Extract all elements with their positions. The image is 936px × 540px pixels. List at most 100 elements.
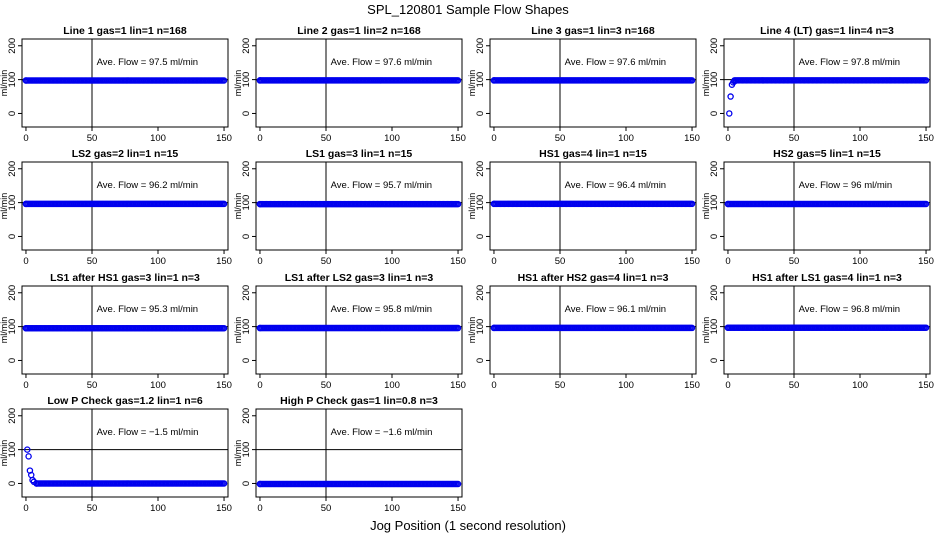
y-tick-label: 100 bbox=[241, 319, 252, 335]
x-tick-label: 150 bbox=[216, 133, 232, 144]
y-axis-label: ml/min bbox=[233, 70, 243, 97]
panel-12: HS1 after LS1 gas=4 lin=1 n=3 0 50 100 150 0 1… bbox=[701, 272, 934, 391]
figure-title: SPL_120801 Sample Flow Shapes bbox=[367, 2, 569, 17]
x-tick-label: 50 bbox=[789, 133, 800, 144]
x-tick-label: 50 bbox=[555, 380, 566, 391]
data-point bbox=[454, 324, 462, 332]
y-tick-label: 200 bbox=[7, 285, 18, 301]
panel-8: HS2 gas=5 lin=1 n=15 0 50 100 150 0 100 200 ml/m… bbox=[701, 148, 934, 267]
y-tick-label: 0 bbox=[241, 481, 252, 486]
panel-4: Line 4 (LT) gas=1 lin=4 n=3 0 50 100 150 0 100… bbox=[701, 25, 934, 144]
panel-11: HS1 after HS2 gas=4 lin=1 n=3 0 50 100 150 0 1… bbox=[467, 272, 700, 391]
x-tick-label: 150 bbox=[918, 133, 934, 144]
ave-flow-annotation: Ave. Flow = 97.8 ml/min bbox=[799, 57, 900, 68]
y-tick-label: 0 bbox=[7, 111, 18, 116]
data-point bbox=[922, 324, 930, 331]
y-tick-label: 100 bbox=[475, 72, 486, 88]
data-point bbox=[220, 324, 228, 332]
x-tick-label: 50 bbox=[321, 503, 332, 514]
ave-flow-annotation: Ave. Flow = 95.7 ml/min bbox=[331, 180, 432, 191]
y-tick-label: 0 bbox=[7, 234, 18, 239]
x-tick-label: 100 bbox=[150, 133, 166, 144]
y-axis-label: ml/min bbox=[233, 440, 243, 467]
x-tick-label: 0 bbox=[257, 133, 262, 144]
x-tick-label: 50 bbox=[87, 503, 98, 514]
y-tick-label: 200 bbox=[475, 161, 486, 177]
y-tick-label: 100 bbox=[7, 442, 18, 458]
plot-frame bbox=[255, 38, 463, 128]
x-tick-label: 150 bbox=[216, 256, 232, 267]
y-tick-label: 100 bbox=[7, 319, 18, 335]
plot-frame bbox=[723, 161, 931, 251]
x-tick-label: 100 bbox=[852, 256, 868, 267]
y-tick-label: 200 bbox=[475, 285, 486, 301]
x-tick-label: 0 bbox=[725, 133, 730, 144]
y-tick-label: 200 bbox=[709, 161, 720, 177]
plot-frame bbox=[255, 285, 463, 375]
x-tick-label: 100 bbox=[384, 380, 400, 391]
plot-frame bbox=[21, 285, 229, 375]
ave-flow-annotation: Ave. Flow = 95.8 ml/min bbox=[331, 304, 432, 315]
y-tick-label: 200 bbox=[241, 161, 252, 177]
x-tick-label: 0 bbox=[491, 133, 496, 144]
y-axis-label: ml/min bbox=[233, 317, 243, 344]
panel-5: LS2 gas=2 lin=1 n=15 0 50 100 150 0 100 200 ml/m… bbox=[0, 148, 232, 267]
x-tick-label: 50 bbox=[321, 256, 332, 267]
ave-flow-annotation: Ave. Flow = 97.5 ml/min bbox=[97, 57, 198, 68]
x-tick-label: 150 bbox=[450, 503, 466, 514]
ave-flow-annotation: Ave. Flow = −1.5 ml/min bbox=[97, 427, 199, 438]
y-tick-label: 0 bbox=[475, 358, 486, 363]
y-tick-label: 200 bbox=[7, 38, 18, 54]
data-point bbox=[727, 93, 734, 100]
y-axis-label: ml/min bbox=[0, 317, 9, 344]
y-tick-label: 200 bbox=[7, 161, 18, 177]
y-tick-label: 0 bbox=[241, 358, 252, 363]
plot-frame bbox=[21, 161, 229, 251]
y-tick-label: 100 bbox=[241, 72, 252, 88]
ave-flow-annotation: Ave. Flow = 97.6 ml/min bbox=[331, 57, 432, 68]
x-tick-label: 100 bbox=[384, 256, 400, 267]
panel-title: Low P Check gas=1.2 lin=1 n=6 bbox=[47, 395, 202, 407]
data-point bbox=[454, 77, 462, 84]
x-tick-label: 150 bbox=[684, 133, 700, 144]
x-tick-label: 0 bbox=[23, 380, 28, 391]
data-point bbox=[688, 77, 696, 84]
data-point bbox=[688, 324, 696, 332]
data-point bbox=[220, 200, 228, 208]
y-tick-label: 0 bbox=[241, 234, 252, 239]
data-point bbox=[726, 110, 733, 117]
panel-1: Line 1 gas=1 lin=1 n=168 0 50 100 150 0 100 200… bbox=[0, 25, 232, 144]
x-tick-label: 0 bbox=[491, 256, 496, 267]
y-tick-label: 0 bbox=[709, 234, 720, 239]
panel-title: LS1 after LS2 gas=3 lin=1 n=3 bbox=[285, 272, 434, 284]
data-point bbox=[220, 480, 228, 487]
data-point bbox=[922, 77, 930, 84]
y-tick-label: 100 bbox=[475, 195, 486, 211]
y-tick-label: 100 bbox=[475, 319, 486, 335]
ave-flow-annotation: Ave. Flow = 96.8 ml/min bbox=[799, 304, 900, 315]
y-tick-label: 100 bbox=[7, 72, 18, 88]
panel-13: Low P Check gas=1.2 lin=1 n=6 0 50 100 150 0 1… bbox=[0, 395, 232, 514]
panel-title: Line 4 (LT) gas=1 lin=4 n=3 bbox=[760, 25, 894, 37]
x-tick-label: 0 bbox=[23, 256, 28, 267]
x-tick-label: 150 bbox=[918, 256, 934, 267]
data-point bbox=[454, 480, 462, 488]
panel-title: LS1 after HS1 gas=3 lin=1 n=3 bbox=[50, 272, 200, 284]
data-point bbox=[922, 200, 930, 208]
y-tick-label: 0 bbox=[475, 111, 486, 116]
x-tick-label: 50 bbox=[555, 256, 566, 267]
x-tick-label: 150 bbox=[216, 503, 232, 514]
y-tick-label: 200 bbox=[709, 285, 720, 301]
y-axis-label: ml/min bbox=[467, 70, 477, 97]
ave-flow-annotation: Ave. Flow = −1.6 ml/min bbox=[331, 427, 433, 438]
x-tick-label: 50 bbox=[789, 256, 800, 267]
y-tick-label: 200 bbox=[241, 38, 252, 54]
y-tick-label: 100 bbox=[709, 195, 720, 211]
x-tick-label: 0 bbox=[23, 133, 28, 144]
x-tick-label: 50 bbox=[87, 133, 98, 144]
y-tick-label: 200 bbox=[241, 408, 252, 424]
plot-frame bbox=[489, 161, 697, 251]
x-tick-label: 100 bbox=[618, 133, 634, 144]
x-tick-label: 100 bbox=[618, 256, 634, 267]
x-tick-label: 50 bbox=[87, 380, 98, 391]
